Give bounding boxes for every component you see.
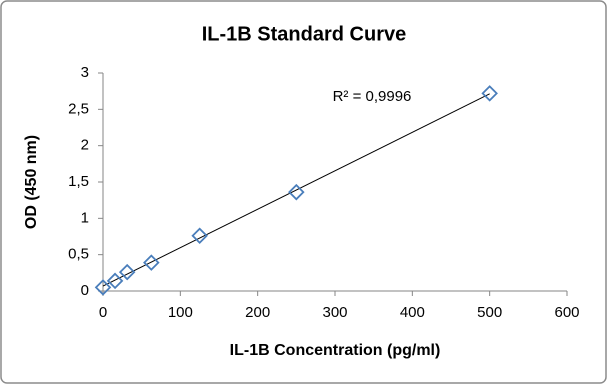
data-point [481, 85, 498, 102]
x-tick-label: 200 [245, 304, 270, 321]
x-tick-label: 100 [168, 304, 193, 321]
y-tick-label: 0 [81, 282, 89, 299]
data-point [118, 263, 136, 281]
y-tick-label: 1,5 [68, 173, 89, 190]
y-tick-label: 0,5 [68, 246, 89, 263]
x-axis-title: IL-1B Concentration (pg/ml) [230, 342, 441, 359]
data-point [106, 272, 124, 290]
y-tick-label: 3 [81, 64, 89, 81]
annotation: R² = 0,9996 [333, 88, 412, 105]
data-point [191, 227, 208, 245]
data-point [143, 254, 160, 271]
y-axis-title: OD (450 nm) [23, 135, 40, 229]
x-tick-label: 500 [477, 304, 502, 321]
y-tick-label: 2,5 [68, 100, 89, 117]
x-tick-label: 300 [322, 304, 347, 321]
x-tick-label: 600 [554, 304, 579, 321]
trendline [102, 93, 490, 287]
x-tick-label: 0 [99, 304, 107, 321]
x-tick-label: 400 [400, 304, 425, 321]
y-tick-label: 1 [81, 209, 89, 226]
y-tick-label: 2 [81, 137, 89, 154]
data-point [94, 279, 112, 296]
chart-title: IL-1B Standard Curve [202, 23, 406, 45]
data-point [288, 183, 305, 201]
